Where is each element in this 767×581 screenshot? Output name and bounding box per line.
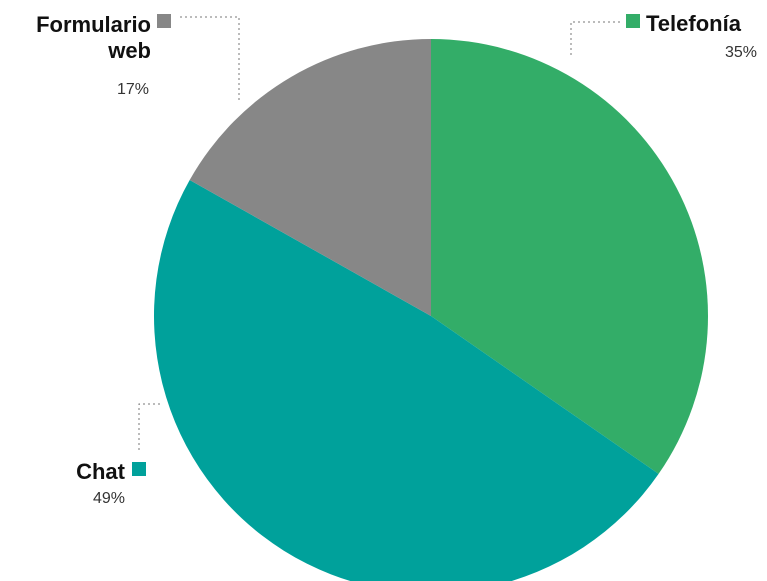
slice-value-telefonia: 35% bbox=[725, 44, 757, 61]
leader-line-formulario-web bbox=[180, 16, 240, 100]
slice-value-formulario-web: 17% bbox=[117, 81, 149, 98]
leader-line-telefonia bbox=[570, 21, 620, 55]
leader-line-chat bbox=[138, 403, 160, 450]
slice-label-formulario-web-line2: web bbox=[107, 38, 151, 63]
slice-label-chat: Chat bbox=[76, 459, 126, 484]
label-chat: Chat 49% bbox=[76, 403, 160, 507]
legend-swatch-chat bbox=[132, 462, 146, 476]
pie-slices bbox=[154, 39, 709, 581]
pie-slice-formulario-web bbox=[189, 39, 431, 316]
legend-swatch-telefonia bbox=[626, 14, 640, 28]
pie-slice-chat bbox=[154, 179, 659, 581]
slice-value-chat: 49% bbox=[93, 490, 125, 507]
pie-slice-telefonia bbox=[431, 39, 709, 474]
legend-swatch-formulario-web bbox=[157, 14, 171, 28]
slice-label-telefonia: Telefonía bbox=[646, 11, 742, 36]
label-formulario-web: Formulario web 17% bbox=[36, 12, 240, 100]
slice-label-formulario-web-line1: Formulario bbox=[36, 12, 151, 37]
label-telefonia: Telefonía 35% bbox=[570, 11, 757, 61]
